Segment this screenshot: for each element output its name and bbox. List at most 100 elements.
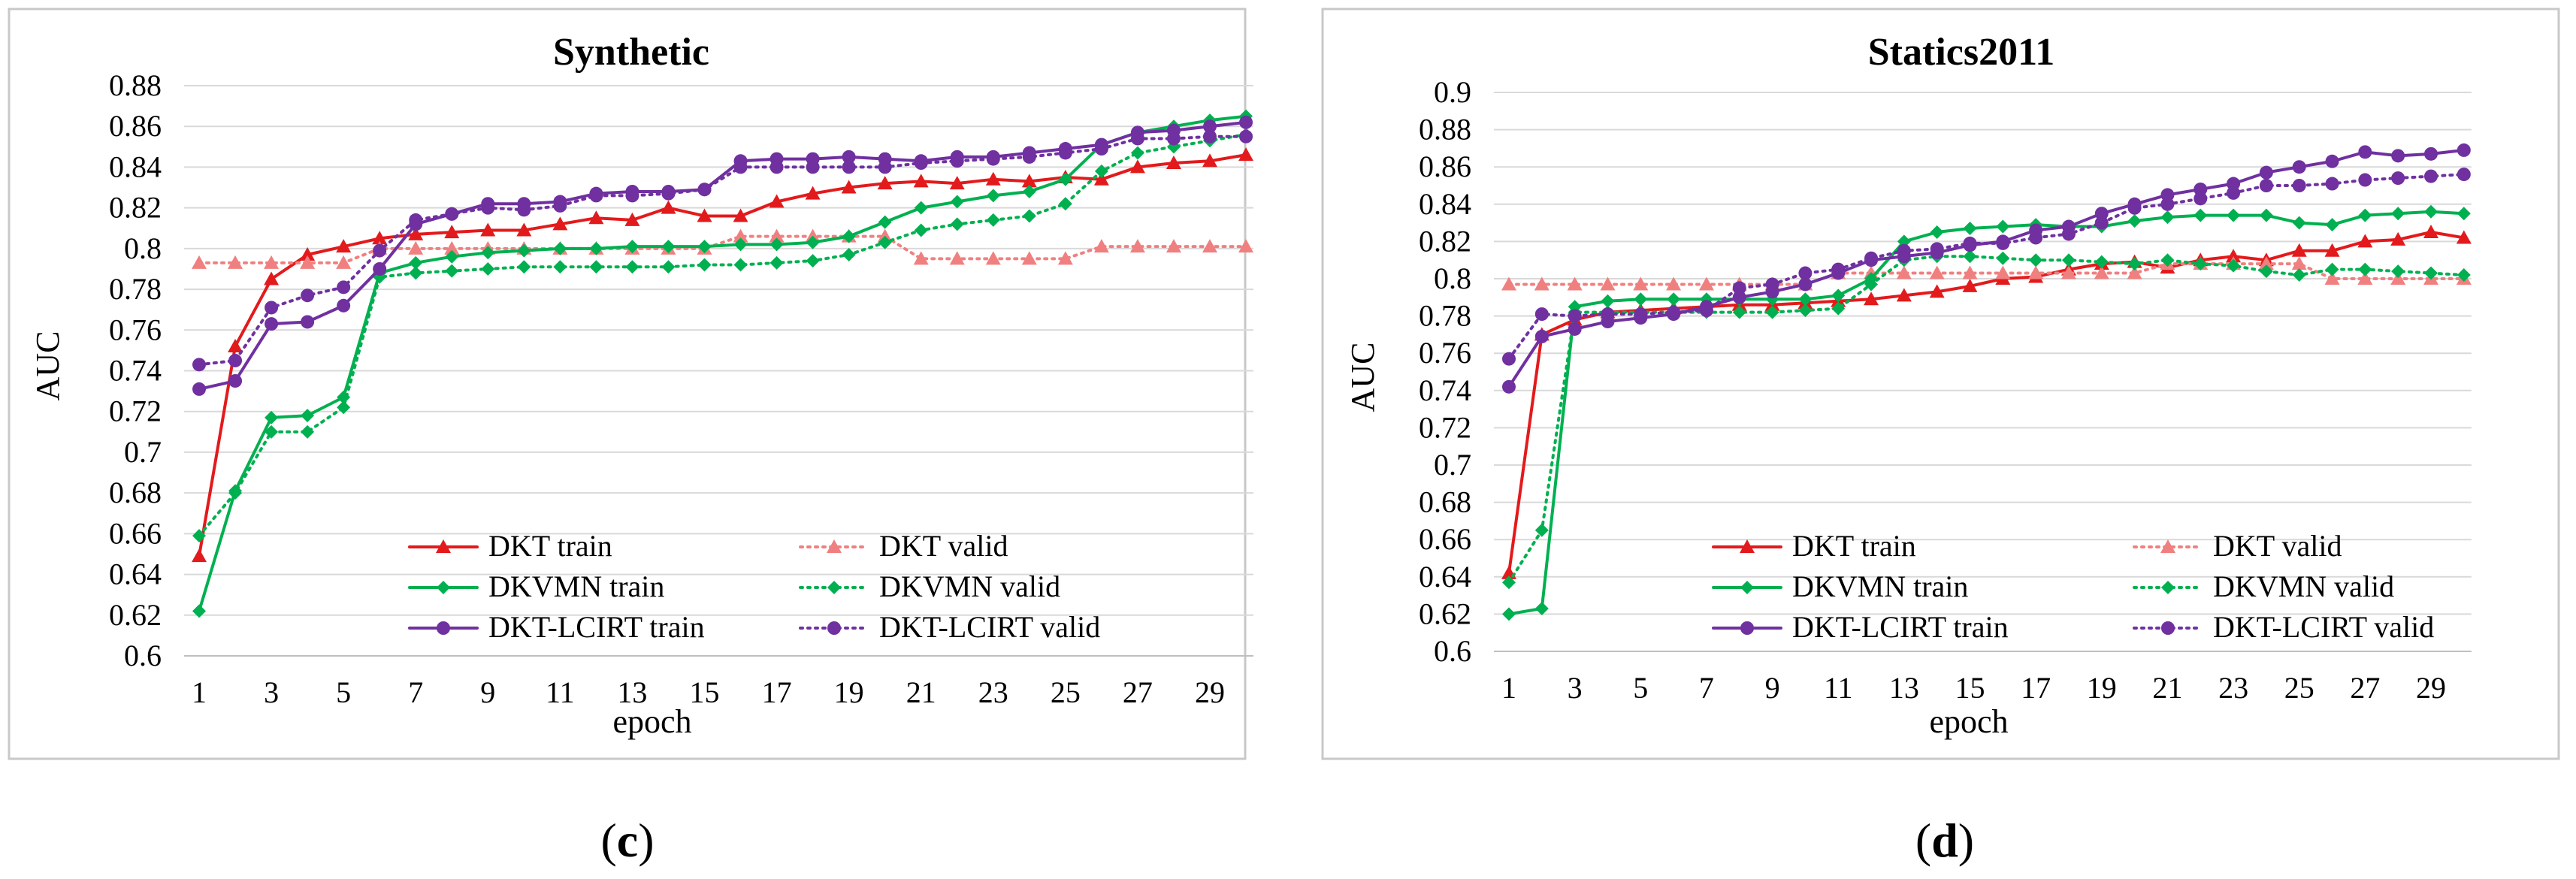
data-point xyxy=(1058,197,1072,211)
x-tick-label: 27 xyxy=(1123,675,1153,709)
data-point xyxy=(445,249,459,264)
x-tick-label: 11 xyxy=(1824,671,1853,705)
data-point xyxy=(878,235,892,249)
y-tick-label: 0.64 xyxy=(1419,560,1471,594)
data-point xyxy=(192,604,206,618)
series-dkt-lcirt-valid xyxy=(1502,168,2471,366)
data-point xyxy=(1021,174,1037,188)
data-point xyxy=(2324,243,2340,257)
data-point xyxy=(445,207,459,221)
data-point xyxy=(589,241,603,255)
data-point xyxy=(1634,307,1648,322)
data-point xyxy=(2094,255,2109,269)
chart-frame xyxy=(8,8,1247,760)
data-point xyxy=(1129,239,1145,253)
data-point xyxy=(2127,201,2142,215)
y-tick-label: 0.84 xyxy=(1419,187,1471,221)
data-point xyxy=(2127,265,2142,279)
series-dkvmn-valid xyxy=(192,128,1253,543)
x-tick-label: 19 xyxy=(834,675,864,709)
data-point xyxy=(769,228,785,243)
y-tick-label: 0.76 xyxy=(1419,336,1471,370)
chart-panel-synthetic: Synthetic AUC epoch 0.60.620.640.660.680… xyxy=(8,8,1254,760)
data-point xyxy=(1798,266,1813,280)
y-tick-label: 0.68 xyxy=(1419,485,1471,519)
data-point xyxy=(1502,352,1516,366)
data-point xyxy=(1534,601,1549,615)
data-point xyxy=(986,189,1000,203)
series-dkt-lcirt-valid xyxy=(192,129,1253,372)
data-point xyxy=(1732,281,1746,295)
legend-label: DKVMN train xyxy=(1792,569,1968,603)
data-point xyxy=(805,186,821,200)
y-tick-label: 0.6 xyxy=(124,639,162,672)
data-point xyxy=(1897,243,1911,258)
data-point xyxy=(2456,230,2472,244)
data-point xyxy=(1567,276,1583,291)
y-tick-label: 0.82 xyxy=(1419,224,1471,258)
data-point xyxy=(2391,207,2405,221)
legend-item: DKT train xyxy=(408,529,612,563)
data-point xyxy=(842,229,856,243)
data-point xyxy=(1057,251,1073,265)
data-point xyxy=(1963,249,1977,264)
data-point xyxy=(2227,258,2241,273)
legend-item: DKT-LCIRT train xyxy=(408,610,705,644)
data-point xyxy=(2259,165,2273,180)
x-tick-label: 7 xyxy=(408,675,423,709)
data-point xyxy=(481,201,495,215)
data-point xyxy=(877,228,893,243)
panel-caption-d: (d) xyxy=(1915,814,1974,867)
y-tick-label: 0.66 xyxy=(1419,522,1471,556)
y-tick-label: 0.8 xyxy=(1434,261,1471,295)
y-tick-label: 0.86 xyxy=(109,109,162,143)
data-point xyxy=(265,301,279,315)
x-tick-label: 17 xyxy=(762,675,792,709)
data-point xyxy=(589,260,603,274)
data-point xyxy=(1022,184,1036,198)
data-point xyxy=(2227,177,2241,191)
y-tick-label: 0.72 xyxy=(1419,410,1471,444)
data-point xyxy=(1238,239,1254,253)
data-point xyxy=(408,240,424,255)
y-tick-label: 0.84 xyxy=(109,150,162,183)
data-point xyxy=(300,255,316,269)
data-point xyxy=(336,239,352,253)
chart-title: Statics2011 xyxy=(1868,31,2054,74)
legend-item: DKVMN valid xyxy=(799,569,1060,603)
data-point xyxy=(2424,266,2438,280)
data-point xyxy=(1203,129,1217,143)
y-tick-label: 0.72 xyxy=(109,394,162,428)
legend-marker xyxy=(2161,621,2175,635)
data-point xyxy=(2292,216,2306,230)
data-point xyxy=(2259,264,2273,279)
x-axis-label: epoch xyxy=(1929,703,2008,740)
data-point xyxy=(2292,179,2306,192)
x-tick-label: 7 xyxy=(1699,671,1714,705)
data-point xyxy=(2357,234,2373,248)
legend-item: DKVMN valid xyxy=(2133,569,2394,603)
legend-label: DKT valid xyxy=(2213,529,2342,563)
data-point xyxy=(1166,156,1181,170)
x-tick-label: 3 xyxy=(1568,671,1583,705)
data-point xyxy=(372,231,388,245)
data-point xyxy=(553,241,567,255)
data-point xyxy=(588,210,604,225)
data-point xyxy=(769,237,784,252)
y-tick-label: 0.9 xyxy=(1434,75,1471,109)
x-axis-label: epoch xyxy=(612,703,691,740)
x-tick-label: 29 xyxy=(1195,675,1225,709)
data-point xyxy=(1929,284,1945,298)
data-point xyxy=(733,208,748,222)
x-tick-label: 21 xyxy=(906,675,936,709)
legend-marker xyxy=(437,621,450,635)
data-point xyxy=(1534,276,1550,291)
data-point xyxy=(913,174,929,188)
y-tick-label: 0.78 xyxy=(1419,299,1471,333)
x-tick-label: 1 xyxy=(192,675,207,709)
data-point xyxy=(265,424,279,439)
data-point xyxy=(228,353,243,367)
data-point xyxy=(337,400,351,415)
y-tick-label: 0.64 xyxy=(109,557,162,591)
data-point xyxy=(2457,168,2471,182)
